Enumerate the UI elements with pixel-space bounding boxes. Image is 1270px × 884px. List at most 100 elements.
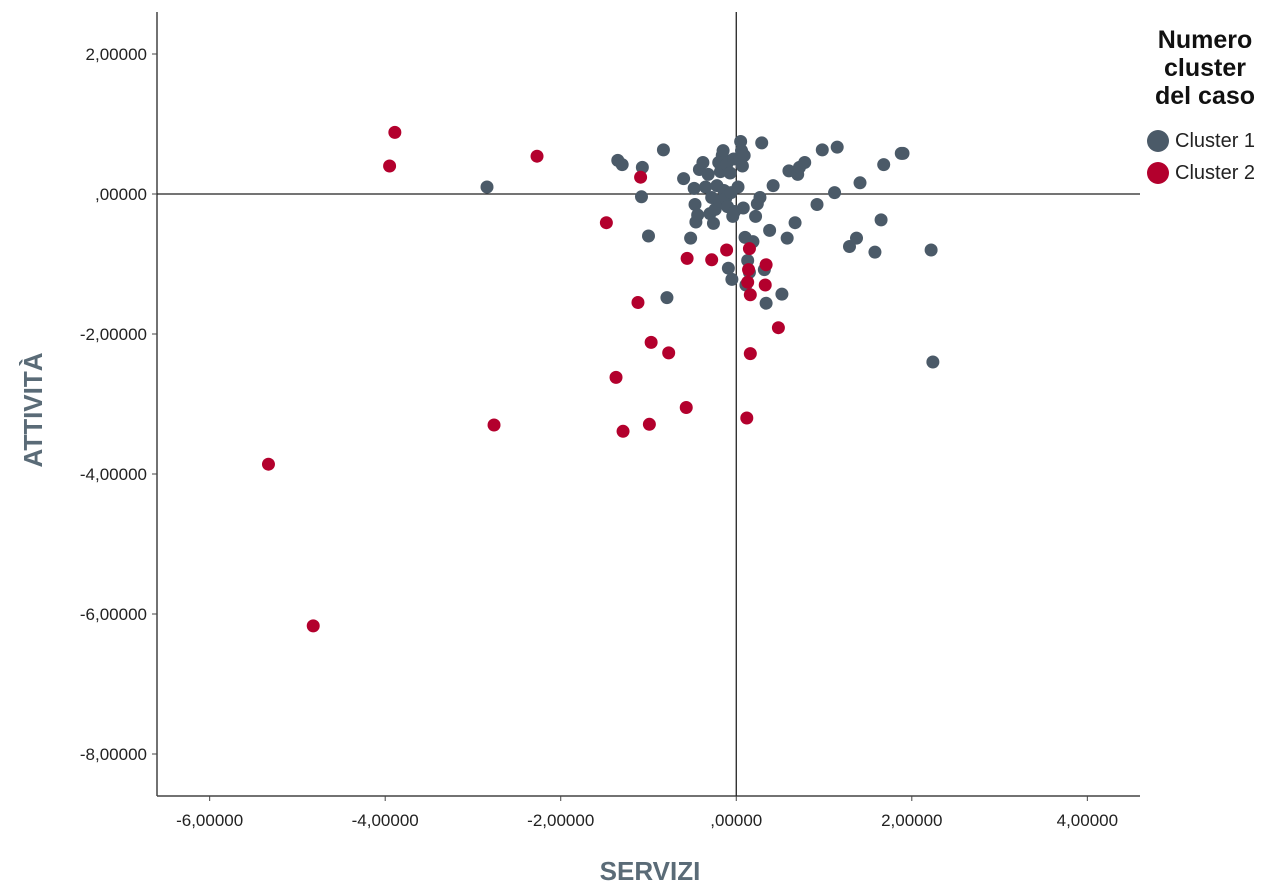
data-point-cluster-1 — [759, 296, 773, 310]
data-point-cluster-1 — [828, 186, 842, 200]
x-tick-label: 4,00000 — [1057, 811, 1118, 830]
data-point-cluster-2 — [383, 159, 397, 173]
legend-label-cluster-2: Cluster 2 — [1175, 161, 1256, 184]
data-point-cluster-2 — [306, 619, 320, 633]
data-point-cluster-2 — [662, 346, 676, 360]
x-axis-ticks: -6,00000 -4,00000 -2,00000 ,00000 2,00000 4,0… — [176, 796, 1118, 830]
data-point-cluster-1 — [723, 166, 737, 180]
data-point-cluster-2 — [758, 278, 772, 292]
data-point-cluster-1 — [660, 291, 674, 305]
y-tick-label: 2,00000 — [86, 45, 147, 64]
y-tick-label: ,00000 — [95, 185, 147, 204]
data-point-cluster-2 — [759, 258, 773, 272]
series-1 — [480, 135, 940, 369]
data-point-cluster-2 — [740, 411, 754, 425]
data-point-cluster-1 — [688, 198, 702, 211]
x-tick-label: ,00000 — [710, 811, 762, 830]
data-point-cluster-2 — [261, 457, 275, 471]
data-point-cluster-1 — [850, 231, 864, 245]
data-point-cluster-1 — [924, 243, 938, 257]
data-point-cluster-1 — [775, 287, 789, 301]
x-axis-title: SERVIZI — [600, 856, 701, 884]
data-point-cluster-2 — [642, 417, 656, 431]
data-point-cluster-2 — [771, 321, 785, 335]
x-tick-label: -6,00000 — [176, 811, 243, 830]
data-point-cluster-1 — [788, 216, 802, 230]
data-point-cluster-1 — [701, 167, 715, 181]
legend-label-cluster-1: Cluster 1 — [1175, 129, 1256, 152]
data-point-cluster-2 — [616, 424, 630, 438]
legend-title-line: Numero — [1157, 26, 1253, 54]
y-tick-label: -6,00000 — [80, 605, 147, 624]
data-point-cluster-2 — [743, 288, 757, 302]
data-point-cluster-1 — [877, 158, 891, 172]
data-point-cluster-1 — [736, 201, 750, 215]
data-point-cluster-2 — [705, 253, 719, 267]
data-point-cluster-1 — [691, 208, 705, 222]
x-tick-label: -4,00000 — [352, 811, 419, 830]
y-tick-label: -2,00000 — [80, 325, 147, 344]
legend-title: Numero cluster del caso — [1130, 26, 1270, 110]
data-point-cluster-1 — [642, 229, 655, 243]
y-axis-title: ATTIVITÀ — [18, 352, 48, 467]
legend-title-line: cluster — [1164, 54, 1246, 82]
data-point-cluster-1 — [735, 159, 749, 173]
data-point-cluster-2 — [680, 251, 694, 265]
data-point-cluster-1 — [763, 223, 777, 237]
data-point-cluster-1 — [753, 191, 767, 204]
data-point-cluster-2 — [742, 242, 756, 256]
data-points — [261, 125, 940, 633]
data-point-cluster-1 — [766, 179, 780, 193]
data-point-cluster-1 — [677, 172, 691, 186]
reference-lines — [157, 12, 1140, 796]
data-point-cluster-1 — [874, 213, 888, 227]
data-point-cluster-1 — [480, 180, 494, 194]
data-point-cluster-1 — [780, 231, 794, 245]
y-tick-label: -4,00000 — [80, 465, 147, 484]
data-point-cluster-1 — [706, 216, 720, 230]
data-point-cluster-2 — [720, 243, 734, 257]
data-point-cluster-1 — [868, 245, 882, 259]
data-point-cluster-2 — [487, 418, 501, 432]
data-point-cluster-1 — [615, 158, 629, 172]
data-point-cluster-1 — [749, 209, 763, 223]
data-point-cluster-2 — [679, 401, 693, 414]
data-point-cluster-2 — [631, 296, 645, 309]
data-point-cluster-1 — [853, 176, 867, 190]
data-point-cluster-2 — [644, 335, 658, 349]
data-point-cluster-2 — [599, 216, 613, 230]
data-point-cluster-2 — [742, 263, 756, 277]
data-point-cluster-1 — [696, 156, 710, 169]
x-tick-label: 2,00000 — [881, 811, 942, 830]
data-point-cluster-1 — [810, 198, 824, 211]
y-axis-ticks: -8,00000 -6,00000 -4,00000 -2,00000 ,00000 2,… — [80, 45, 157, 764]
data-point-cluster-1 — [687, 181, 701, 195]
legend-title-line: del caso — [1154, 82, 1256, 110]
axes — [156, 12, 1140, 797]
data-point-cluster-2 — [530, 149, 544, 163]
data-point-cluster-1 — [634, 190, 648, 204]
data-point-cluster-1 — [684, 231, 698, 245]
legend-item-cluster-2: Cluster 2 — [1147, 160, 1255, 186]
legend-swatch-cluster-1 — [1147, 130, 1169, 152]
data-point-cluster-2 — [743, 347, 757, 361]
data-point-cluster-2 — [741, 275, 755, 289]
series-2 — [261, 125, 785, 633]
data-point-cluster-1 — [656, 143, 670, 157]
x-tick-label: -2,00000 — [527, 811, 594, 830]
data-point-cluster-1 — [721, 261, 735, 275]
y-tick-label: -8,00000 — [80, 745, 147, 764]
data-point-cluster-1 — [635, 160, 649, 174]
data-point-cluster-1 — [731, 180, 745, 194]
legend-swatch-cluster-2 — [1147, 162, 1169, 184]
data-point-cluster-1 — [725, 272, 739, 286]
data-point-cluster-1 — [716, 144, 730, 158]
data-point-cluster-1 — [830, 140, 844, 154]
legend-item-cluster-1: Cluster 1 — [1147, 128, 1255, 154]
data-point-cluster-2 — [609, 370, 623, 384]
data-point-cluster-1 — [798, 156, 812, 169]
data-point-cluster-2 — [634, 170, 648, 184]
data-point-cluster-1 — [815, 143, 829, 157]
data-point-cluster-1 — [926, 355, 940, 369]
